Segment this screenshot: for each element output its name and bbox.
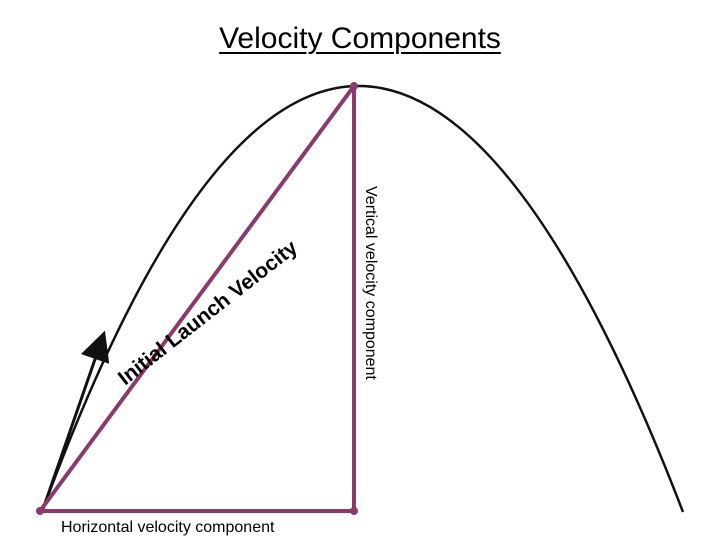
launch-point [36, 507, 44, 515]
launch-velocity-label: Initial Launch Velocity [114, 236, 302, 390]
horizontal-component-label: Horizontal velocity component [61, 519, 275, 536]
launch-velocity-arrow [40, 330, 110, 513]
vertical-component-label: Vertical velocity component [362, 186, 379, 380]
base-point [350, 507, 358, 515]
slide-title: Velocity Components [0, 22, 720, 56]
trajectory-curve [40, 84, 685, 513]
hypotenuse-line [38, 84, 356, 513]
slide-title-text: Velocity Components [219, 22, 501, 55]
apex-point [350, 82, 358, 90]
